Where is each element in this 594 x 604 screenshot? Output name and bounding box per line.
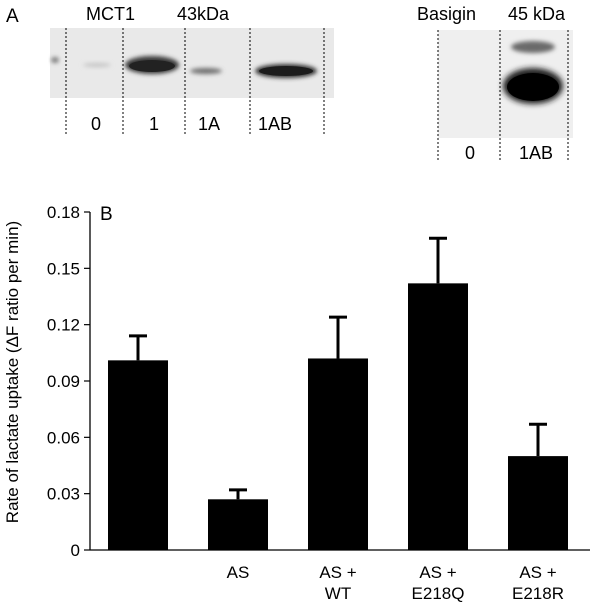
mct1-lane-label: 1 — [149, 114, 159, 134]
mct1-blot — [50, 28, 334, 98]
mct1-lane-label: 1A — [198, 114, 220, 134]
x-tick-label: WT — [325, 584, 351, 603]
x-tick-label: E218R — [512, 584, 564, 603]
mct1-blot-size: 43kDa — [177, 4, 230, 24]
basigin-blot-size: 45 kDa — [508, 4, 566, 24]
panel-b: B Rate of lactate uptake (ΔF ratio per m… — [3, 203, 590, 603]
x-tick-label: AS + — [419, 563, 456, 582]
panel-a-label: A — [6, 6, 19, 27]
x-tick-label: AS — [227, 563, 250, 582]
bar — [108, 360, 168, 550]
basigin-blot — [438, 30, 573, 138]
y-tick-label: 0.15 — [47, 259, 80, 278]
basigin-lane-dividers — [437, 30, 569, 162]
basigin-lane-label: 0 — [465, 143, 475, 163]
mct1-lane-dividers — [65, 28, 325, 134]
mct1-blot-title: MCT1 — [86, 4, 135, 24]
y-tick-label: 0.09 — [47, 372, 80, 391]
y-tick-label: 0.03 — [47, 485, 80, 504]
panel-b-label: B — [100, 204, 113, 225]
bar-chart: 0 0.03 0.06 0.09 0.12 0.15 0.18 AS AS + WT AS + E21… — [47, 203, 590, 603]
y-tick-label: 0.06 — [47, 428, 80, 447]
y-tick-label: 0 — [71, 541, 80, 560]
panel-a: A MCT1 43kDa 0 1 1A 1AB Basigin 45 kDa — [6, 4, 573, 163]
x-tick-label: AS + — [519, 563, 556, 582]
basigin-blot-title: Basigin — [417, 4, 476, 24]
bar — [308, 358, 368, 550]
mct1-lane-label: 1AB — [258, 114, 292, 134]
x-tick-label: E218Q — [412, 584, 465, 603]
y-tick-label: 0.12 — [47, 316, 80, 335]
mct1-lane-label: 0 — [91, 114, 101, 134]
y-tick-label: 0.18 — [47, 203, 80, 222]
y-axis-title: Rate of lactate uptake (ΔF ratio per min… — [3, 221, 22, 523]
bar — [508, 456, 568, 550]
bar — [208, 499, 268, 550]
basigin-lane-label: 1AB — [519, 143, 553, 163]
x-tick-label: AS + — [319, 563, 356, 582]
bar — [408, 283, 468, 550]
